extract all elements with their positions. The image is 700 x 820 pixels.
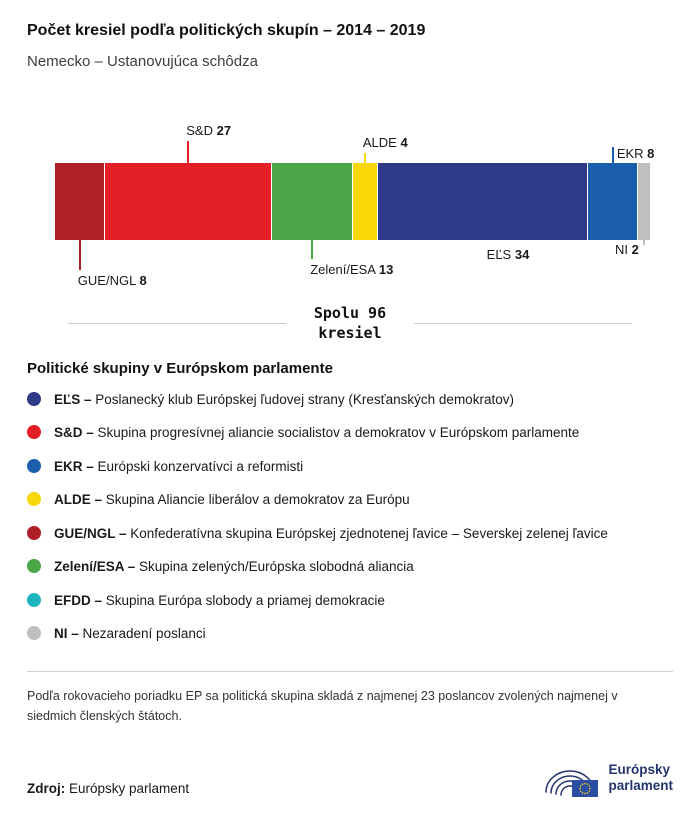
ep-hemicycle-icon bbox=[545, 770, 599, 797]
footer: Zdroj: Európsky parlament bbox=[27, 756, 673, 800]
legend-text-sd: S&D – Skupina progresívnej aliancie soci… bbox=[54, 425, 580, 441]
legend-text-efdd: EFDD – Skupina Európa slobody a priamej … bbox=[54, 592, 385, 608]
legend-dot-efdd bbox=[27, 592, 41, 607]
legend-text-ekr: EKR – Európski konzervatívci a reformist… bbox=[54, 458, 304, 474]
bar-segment-ni bbox=[637, 163, 650, 240]
callout-line-ni bbox=[642, 240, 645, 245]
callout-line-sd bbox=[187, 141, 190, 163]
bar-segment-gue-ngl bbox=[55, 163, 105, 240]
legend-item-els: EĽS – Poslanecký klub Európskej ľudovej … bbox=[27, 391, 673, 409]
legend-dot-ni bbox=[27, 626, 41, 641]
seat-distribution-chart: GUE/NGL 8 S&D 27 Zelení/ESA 13 ALDE 4 EĽS 34… bbox=[55, 123, 654, 288]
source-line: Zdroj: Európsky parlament bbox=[27, 781, 189, 796]
legend-item-ekr: EKR – Európski konzervatívci a reformist… bbox=[27, 458, 673, 476]
callout-line-alde bbox=[363, 153, 366, 163]
callout-line-zeleni-esa bbox=[311, 240, 314, 259]
callout-label-sd: S&D 27 bbox=[186, 123, 232, 138]
legend-dot-sd bbox=[27, 425, 41, 440]
legend-dot-alde bbox=[27, 492, 41, 507]
page-subtitle: Nemecko – Ustanovujúca schôdza bbox=[27, 53, 258, 70]
footnote: Podľa rokovacieho poriadku EP sa politic… bbox=[27, 688, 618, 723]
bar-segment-alde bbox=[352, 163, 378, 240]
footnote-divider bbox=[27, 670, 673, 672]
source-label: Zdroj: bbox=[27, 780, 66, 796]
total-seats-row: Spolu 96 kresiel bbox=[68, 303, 632, 344]
total-divider-left bbox=[68, 322, 286, 324]
total-seats-line1: Spolu 96 bbox=[313, 304, 387, 322]
legend-dot-zeleni-esa bbox=[27, 559, 41, 574]
legend-text-ni: NI – Nezaradení poslanci bbox=[54, 626, 206, 642]
ep-logo-text: Európsky parlament bbox=[608, 762, 673, 793]
total-seats-label: Spolu 96 kresiel bbox=[286, 303, 414, 344]
stacked-bar bbox=[55, 163, 650, 240]
legend-list: EĽS – Poslanecký klub Európskej ľudovej … bbox=[27, 391, 673, 643]
legend-item-alde: ALDE – Skupina Aliancie liberálov a demo… bbox=[27, 491, 673, 509]
legend-item-ni: NI – Nezaradení poslanci bbox=[27, 625, 673, 643]
eu-flag-icon bbox=[572, 779, 599, 797]
callout-line-ekr bbox=[611, 147, 614, 163]
legend-text-alde: ALDE – Skupina Aliancie liberálov a demo… bbox=[54, 492, 410, 508]
bar-segment-els bbox=[378, 163, 587, 240]
legend-heading: Politické skupiny v Európskom parlamente bbox=[27, 359, 333, 377]
callout-label-gue-ngl: GUE/NGL 8 bbox=[77, 273, 147, 288]
callout-label-ni: NI 2 bbox=[614, 242, 639, 257]
page-title: Počet kresiel podľa politických skupín –… bbox=[27, 22, 426, 39]
legend-text-els: EĽS – Poslanecký klub Európskej ľudovej … bbox=[54, 391, 514, 407]
callout-label-ekr: EKR 8 bbox=[616, 146, 655, 161]
total-seats-line2: kresiel bbox=[318, 324, 382, 343]
callout-line-gue-ngl bbox=[78, 240, 81, 270]
ep-logo-text-line1: Európsky bbox=[608, 762, 670, 778]
callout-label-els: EĽS 34 bbox=[486, 247, 530, 262]
legend-item-gue-ngl: GUE/NGL – Konfederatívna skupina Európsk… bbox=[27, 525, 673, 543]
legend-item-efdd: EFDD – Skupina Európa slobody a priamej … bbox=[27, 592, 673, 610]
callout-label-zeleni-esa: Zelení/ESA 13 bbox=[310, 262, 394, 277]
source-value: Európsky parlament bbox=[69, 780, 190, 796]
legend-item-sd: S&D – Skupina progresívnej aliancie soci… bbox=[27, 424, 673, 442]
legend-dot-gue-ngl bbox=[27, 525, 41, 540]
european-parliament-logo: Európsky parlament bbox=[540, 756, 673, 800]
legend-text-gue-ngl: GUE/NGL – Konfederatívna skupina Európsk… bbox=[54, 525, 608, 541]
legend-text-zeleni-esa: Zelení/ESA – Skupina zelených/Európska s… bbox=[54, 559, 414, 575]
legend-dot-ekr bbox=[27, 458, 41, 473]
bar-segment-zeleni-esa bbox=[271, 163, 352, 240]
total-divider-right bbox=[414, 322, 632, 324]
legend-item-zeleni-esa: Zelení/ESA – Skupina zelených/Európska s… bbox=[27, 558, 673, 576]
legend-dot-els bbox=[27, 391, 41, 406]
bar-segment-sd bbox=[105, 163, 271, 240]
callout-label-alde: ALDE 4 bbox=[362, 135, 408, 150]
bar-segment-ekr bbox=[587, 163, 637, 240]
